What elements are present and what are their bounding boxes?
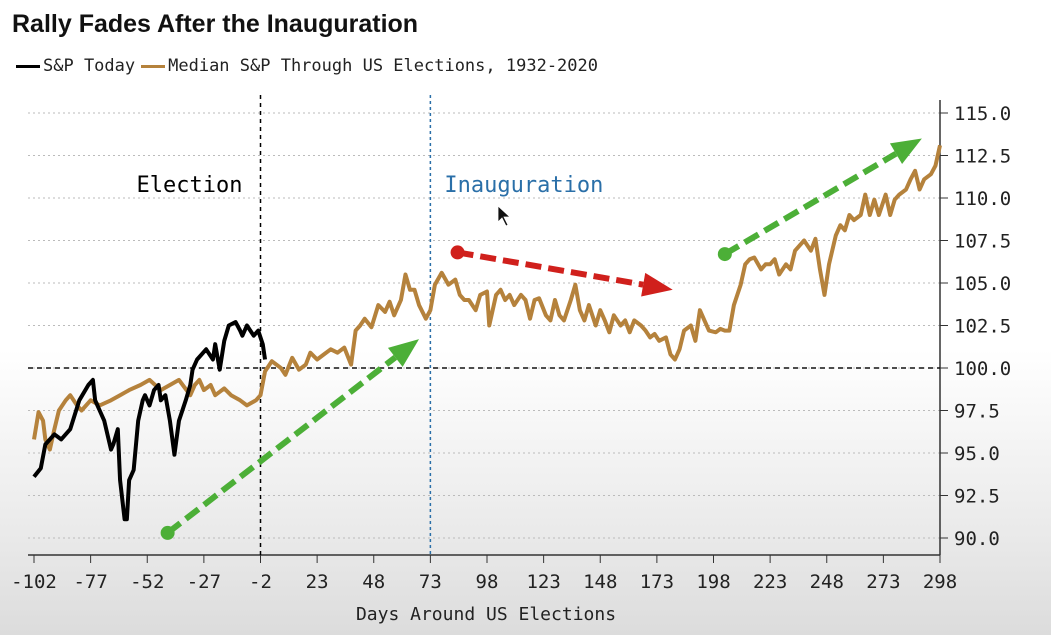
x-tick-label: 123: [526, 571, 560, 593]
chart-title: Rally Fades After the Inauguration: [12, 10, 419, 38]
x-tick-label: -102: [11, 571, 57, 593]
legend-label: S&P Today: [43, 56, 136, 76]
annotation-arrow-shaft: [165, 355, 398, 536]
x-tick-label: -27: [187, 571, 221, 593]
x-tick-label: 248: [810, 571, 844, 593]
annotation-arrowhead: [641, 272, 673, 297]
sp-today-line: [32, 320, 268, 522]
legend-swatch: [16, 64, 40, 68]
y-tick-label: 105.0: [954, 273, 1011, 295]
legend-item-median: Median S&P Through US Elections, 1932-20…: [141, 56, 598, 76]
y-tick-label: 100.0: [954, 358, 1011, 380]
annotation-arrow-dot: [450, 245, 465, 260]
x-tick-label: 148: [583, 571, 617, 593]
median-sp-line: [32, 144, 942, 452]
x-tick-label: 73: [419, 571, 442, 593]
event-label: Election: [137, 173, 243, 198]
x-tick-label: 273: [866, 571, 900, 593]
x-tick-label: 298: [923, 571, 957, 593]
x-tick-label: -77: [73, 571, 107, 593]
y-tick-label: 92.5: [954, 486, 1000, 508]
x-tick-label: 48: [362, 571, 385, 593]
y-tick-label: 115.0: [954, 103, 1011, 125]
x-tick-label: 223: [753, 571, 787, 593]
x-tick-label: 23: [306, 571, 329, 593]
x-tick-label: 198: [696, 571, 730, 593]
event-label: Inauguration: [444, 173, 603, 198]
annotation-arrow-dot: [717, 247, 732, 262]
legend-label: Median S&P Through US Elections, 1932-20…: [168, 56, 598, 76]
y-tick-label: 90.0: [954, 528, 1000, 550]
y-tick-label: 107.5: [954, 231, 1011, 253]
legend-item-sp-today: S&P Today: [16, 56, 135, 76]
annotation-arrowhead: [387, 339, 420, 367]
y-tick-label: 102.5: [954, 316, 1011, 338]
x-tick-label: -2: [249, 571, 272, 593]
annotation-arrow-shaft: [457, 249, 644, 288]
x-tick-label: 98: [476, 571, 499, 593]
y-tick-label: 97.5: [954, 401, 1000, 423]
x-axis-label: Days Around US Elections: [356, 604, 616, 625]
x-tick-label: 173: [640, 571, 674, 593]
x-tick-label: -52: [130, 571, 164, 593]
legend-swatch: [141, 64, 166, 68]
legend: S&P Today Median S&P Through US Election…: [16, 56, 598, 76]
annotation-arrow-shaft: [723, 151, 898, 257]
y-tick-label: 110.0: [954, 188, 1011, 210]
y-tick-label: 95.0: [954, 443, 1000, 465]
mouse-cursor-icon: [497, 205, 512, 227]
y-tick-label: 112.5: [954, 146, 1011, 168]
annotation-arrow-dot: [160, 525, 175, 540]
annotation-arrowhead: [889, 138, 922, 165]
